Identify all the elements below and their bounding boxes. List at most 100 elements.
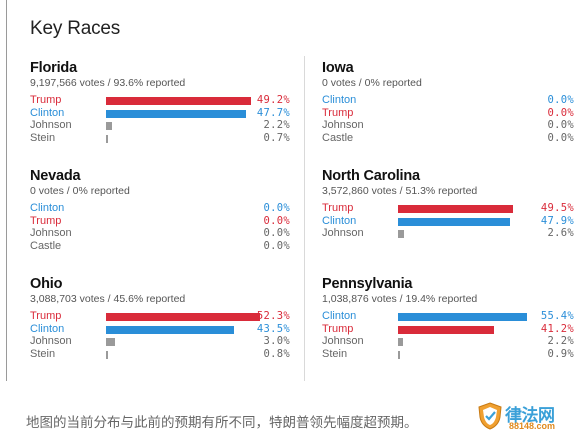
- vote-share-bar: [106, 135, 108, 144]
- race-state-name: Iowa: [322, 60, 354, 76]
- candidate-percent: 0.0%: [263, 202, 290, 214]
- race-state-name: Ohio: [30, 276, 63, 292]
- candidate-percent: 0.0%: [263, 240, 290, 253]
- candidate-percent: 0.0%: [547, 119, 574, 132]
- candidate-name: Castle: [30, 240, 62, 253]
- race-votes-reported: 1,038,876 votes / 19.4% reported: [322, 293, 478, 305]
- race-state-name: Florida: [30, 60, 77, 76]
- candidate-name: Trump: [30, 214, 62, 227]
- race-votes-reported: 0 votes / 0% reported: [322, 77, 422, 89]
- candidate-name: Johnson: [30, 335, 72, 348]
- race-card: Iowa 0 votes / 0% reported Clinton 0.0% Trum…: [322, 60, 581, 146]
- vote-share-bar: [106, 313, 260, 321]
- candidate-row: Castle 0.0%: [322, 132, 581, 146]
- candidate-percent: 0.0%: [263, 227, 290, 240]
- vote-share-bar: [398, 230, 404, 239]
- candidate-row: Clinton 47.7%: [30, 106, 290, 121]
- candidate-row: Clinton 43.5%: [30, 322, 290, 337]
- vote-share-bar: [106, 338, 115, 347]
- candidate-name: Stein: [30, 132, 56, 145]
- candidate-name: Trump: [30, 94, 62, 106]
- race-card: Florida 9,197,566 votes / 93.6% reported T…: [30, 60, 290, 146]
- candidate-row: Trump 49.5%: [322, 202, 581, 216]
- race-votes-reported: 9,197,566 votes / 93.6% reported: [30, 77, 186, 89]
- candidate-row: Stein 0.7%: [30, 132, 290, 146]
- race-card: Pennsylvania 1,038,876 votes / 19.4% repo…: [322, 276, 581, 362]
- candidate-percent: 47.7%: [256, 106, 290, 119]
- vote-share-bar: [106, 97, 251, 105]
- candidate-percent: 41.2%: [540, 322, 574, 335]
- candidate-row: Trump 0.0%: [30, 214, 290, 229]
- candidate-name: Clinton: [322, 310, 357, 322]
- candidate-percent: 49.2%: [256, 94, 290, 106]
- vote-share-bar: [106, 351, 108, 360]
- caption-text: 地图的当前分布与此前的预期有所不同，特朗普领先幅度超预期。: [26, 415, 418, 431]
- race-card: Nevada 0 votes / 0% reported Clinton 0.0% Tr…: [30, 168, 290, 254]
- candidate-row: Castle 0.0%: [30, 240, 290, 254]
- vote-share-bar: [398, 325, 494, 334]
- candidate-name: Clinton: [30, 202, 65, 214]
- candidate-row: Trump 0.0%: [322, 106, 581, 121]
- shield-icon: [478, 402, 502, 430]
- candidate-row: Clinton 47.9%: [322, 214, 581, 229]
- race-state-name: Nevada: [30, 168, 81, 184]
- candidate-row: Trump 52.3%: [30, 310, 290, 324]
- watermark-logo: 律法网 88148.com: [477, 400, 577, 434]
- candidate-row: Clinton 0.0%: [322, 94, 581, 108]
- vote-share-bar: [106, 109, 246, 118]
- candidate-row: Johnson 2.6%: [322, 227, 581, 241]
- candidate-name: Johnson: [30, 227, 72, 240]
- candidate-name: Trump: [30, 310, 62, 322]
- candidate-name: Johnson: [322, 335, 364, 348]
- candidate-name: Castle: [322, 132, 354, 145]
- candidate-percent: 2.2%: [263, 119, 290, 132]
- candidate-name: Johnson: [322, 119, 364, 132]
- candidate-percent: 0.9%: [547, 348, 574, 361]
- candidate-row: Clinton 0.0%: [30, 202, 290, 216]
- column-divider: [304, 56, 305, 381]
- candidate-row: Trump 41.2%: [322, 322, 581, 337]
- watermark-text: 律法网: [505, 406, 555, 426]
- vote-share-bar: [398, 205, 513, 213]
- candidate-row: Stein 0.9%: [322, 348, 581, 362]
- race-votes-reported: 3,088,703 votes / 45.6% reported: [30, 293, 186, 305]
- candidate-percent: 43.5%: [256, 322, 290, 335]
- vote-share-bar: [106, 122, 112, 131]
- candidate-percent: 47.9%: [540, 214, 574, 227]
- candidate-row: Johnson 0.0%: [322, 119, 581, 133]
- vote-share-bar: [398, 338, 403, 347]
- candidate-row: Johnson 3.0%: [30, 335, 290, 349]
- candidate-name: Clinton: [322, 94, 357, 106]
- candidate-percent: 0.7%: [263, 132, 290, 145]
- race-votes-reported: 0 votes / 0% reported: [30, 185, 130, 197]
- race-card: Ohio 3,088,703 votes / 45.6% reported Trum…: [30, 276, 290, 362]
- candidate-percent: 0.0%: [547, 132, 574, 145]
- race-card: North Carolina 3,572,860 votes / 51.3% re…: [322, 168, 581, 241]
- left-divider: [6, 0, 7, 381]
- candidate-name: Clinton: [322, 214, 357, 227]
- candidate-row: Stein 0.8%: [30, 348, 290, 362]
- candidate-percent: 0.0%: [547, 106, 574, 119]
- candidate-percent: 0.8%: [263, 348, 290, 361]
- candidate-percent: 49.5%: [540, 202, 574, 214]
- vote-share-bar: [398, 351, 400, 360]
- vote-share-bar: [106, 325, 234, 334]
- candidate-name: Clinton: [30, 322, 65, 335]
- vote-share-bar: [398, 313, 527, 321]
- race-state-name: Pennsylvania: [322, 276, 413, 292]
- candidate-percent: 52.3%: [256, 310, 290, 322]
- candidate-percent: 55.4%: [540, 310, 574, 322]
- candidate-name: Trump: [322, 202, 354, 214]
- candidate-name: Stein: [30, 348, 56, 361]
- candidate-percent: 0.0%: [263, 214, 290, 227]
- candidate-percent: 0.0%: [547, 94, 574, 106]
- race-votes-reported: 3,572,860 votes / 51.3% reported: [322, 185, 478, 197]
- candidate-percent: 2.2%: [547, 335, 574, 348]
- race-state-name: North Carolina: [322, 168, 420, 184]
- candidate-name: Trump: [322, 322, 354, 335]
- candidate-name: Johnson: [322, 227, 364, 240]
- candidate-row: Trump 49.2%: [30, 94, 290, 108]
- candidate-row: Clinton 55.4%: [322, 310, 581, 324]
- vote-share-bar: [398, 217, 510, 226]
- candidate-row: Johnson 2.2%: [322, 335, 581, 349]
